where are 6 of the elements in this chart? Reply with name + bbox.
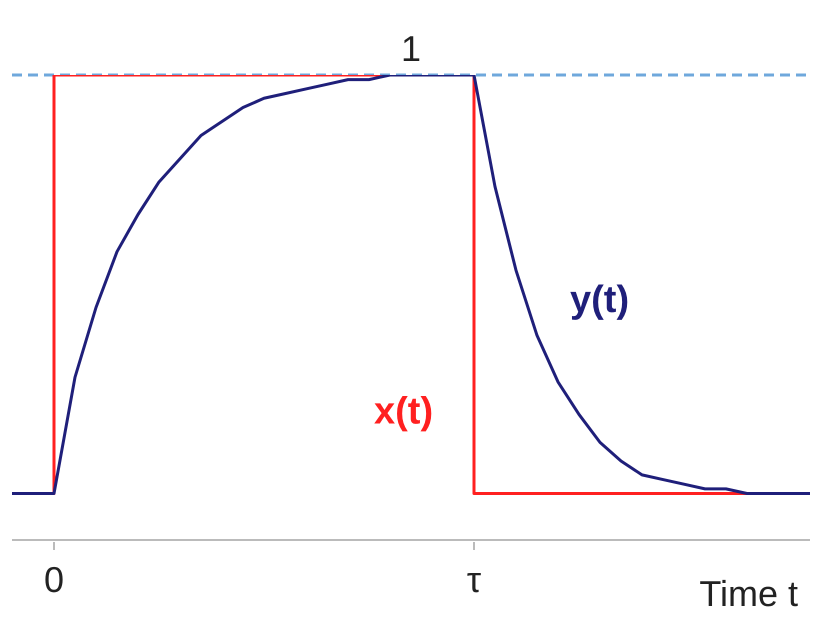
x-tick-label: τ (466, 559, 482, 600)
series-label: x(t) (374, 390, 434, 432)
x-axis-title: Time t (699, 573, 798, 614)
ref-line-label: 1 (400, 28, 422, 69)
x-tick-label: 0 (44, 559, 64, 600)
series-label: y(t) (570, 278, 630, 321)
